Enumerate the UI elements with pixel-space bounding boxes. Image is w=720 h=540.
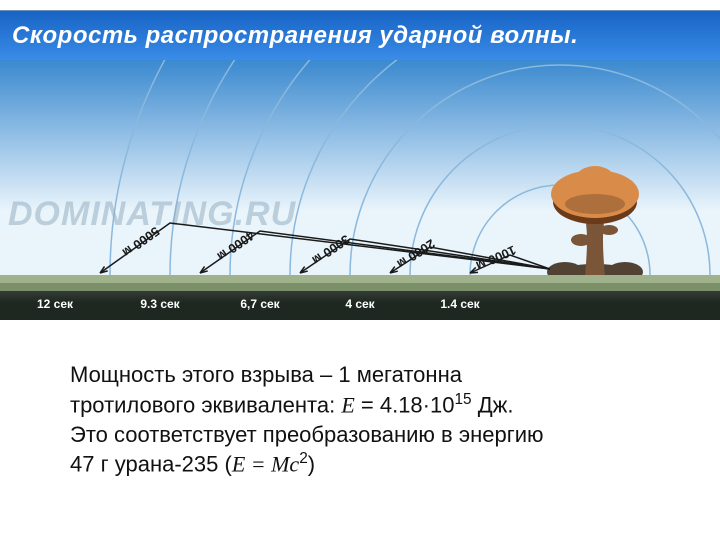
diagram: DOMINATING.RU 12 сек9.3 сек6,7 сек4 сек1… bbox=[0, 60, 720, 320]
cap-l1: Мощность этого взрыва – 1 мегатонна bbox=[70, 362, 462, 387]
cap-Emc: E = Mc bbox=[232, 452, 299, 477]
cap-close: ) bbox=[308, 452, 315, 477]
arrow-layer bbox=[0, 60, 720, 320]
caption: Мощность этого взрыва – 1 мегатонна трот… bbox=[70, 360, 660, 479]
title-banner: Скорость распространения ударной волны. bbox=[0, 10, 720, 62]
time-cell: 6,7 сек bbox=[220, 297, 300, 311]
cap-E: E bbox=[341, 392, 354, 417]
time-cell: 4 сек bbox=[320, 297, 400, 311]
time-cell: 9.3 сек bbox=[120, 297, 200, 311]
cap-sq: 2 bbox=[299, 450, 308, 467]
cap-l2: тротилового эквивалента: bbox=[70, 392, 341, 417]
time-cell: 1.4 сек bbox=[420, 297, 500, 311]
cap-l3: Это соответствует преобразованию в энерг… bbox=[70, 422, 544, 447]
cap-joule: Дж. bbox=[472, 392, 514, 417]
title-text: Скорость распространения ударной волны. bbox=[12, 22, 578, 50]
cap-l4: 47 г урана-235 ( bbox=[70, 452, 232, 477]
cap-eq: = 4.18·10 bbox=[355, 392, 455, 417]
cap-exp15: 15 bbox=[454, 391, 471, 408]
time-cell: 12 сек bbox=[15, 297, 95, 311]
